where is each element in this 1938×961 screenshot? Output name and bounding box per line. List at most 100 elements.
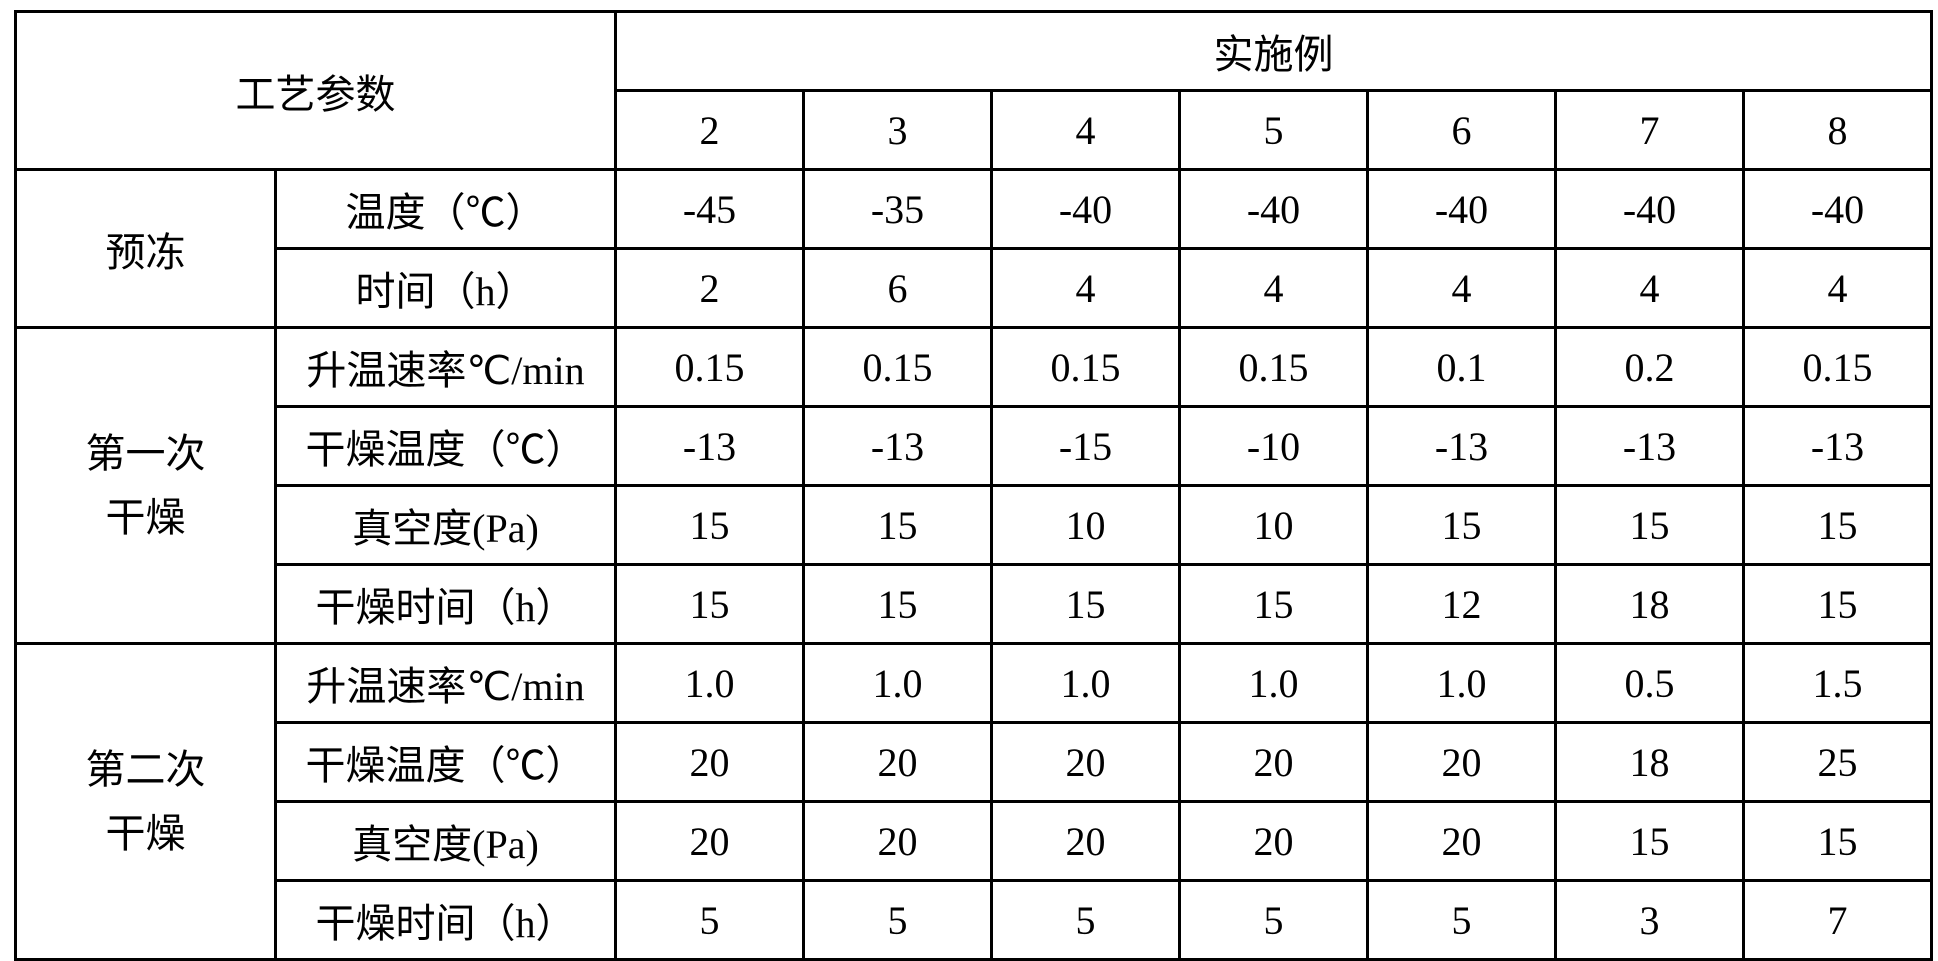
cell: -40 xyxy=(992,170,1180,249)
cell: 20 xyxy=(804,723,992,802)
cell: -45 xyxy=(616,170,804,249)
col-example-4: 4 xyxy=(992,91,1180,170)
cell: 0.15 xyxy=(1180,328,1368,407)
cell: 7 xyxy=(1744,881,1932,960)
param-label: 真空度(Pa) xyxy=(276,486,616,565)
cell: 15 xyxy=(1368,486,1556,565)
cell: 15 xyxy=(1744,486,1932,565)
param-cn: 真空度 xyxy=(352,822,472,867)
cell: 5 xyxy=(616,881,804,960)
cell: 18 xyxy=(1556,723,1744,802)
param-cn: 升温速率 xyxy=(306,348,466,393)
cell: 0.15 xyxy=(804,328,992,407)
cell: -15 xyxy=(992,407,1180,486)
param-label: 温度（℃） xyxy=(276,170,616,249)
cell: 10 xyxy=(992,486,1180,565)
cell: -10 xyxy=(1180,407,1368,486)
cell: 15 xyxy=(804,565,992,644)
cell: 20 xyxy=(1180,723,1368,802)
cell: 4 xyxy=(992,249,1180,328)
cell: 4 xyxy=(1744,249,1932,328)
cell: 1.0 xyxy=(992,644,1180,723)
cell: 15 xyxy=(616,486,804,565)
group-second-dry: 第二次干燥 xyxy=(16,644,276,960)
cell: 15 xyxy=(992,565,1180,644)
cell: 10 xyxy=(1180,486,1368,565)
param-cn: 升温速率 xyxy=(306,664,466,709)
col-example-8: 8 xyxy=(1744,91,1932,170)
cell: 20 xyxy=(1368,723,1556,802)
param-unit: (Pa) xyxy=(472,506,539,551)
col-example-6: 6 xyxy=(1368,91,1556,170)
col-example-2: 2 xyxy=(616,91,804,170)
cell: 4 xyxy=(1368,249,1556,328)
cell: 0.2 xyxy=(1556,328,1744,407)
cell: -13 xyxy=(1556,407,1744,486)
cell: 18 xyxy=(1556,565,1744,644)
param-unit: （h） xyxy=(476,901,576,946)
cell: 15 xyxy=(1556,486,1744,565)
cell: 1.5 xyxy=(1744,644,1932,723)
cell: -40 xyxy=(1556,170,1744,249)
param-label: 时间（h） xyxy=(276,249,616,328)
cell: 3 xyxy=(1556,881,1744,960)
cell: -40 xyxy=(1368,170,1556,249)
param-unit: (Pa) xyxy=(472,822,539,867)
cell: 0.15 xyxy=(616,328,804,407)
param-unit: （h） xyxy=(476,585,576,630)
table-header-row-1: 工艺参数 实施例 xyxy=(16,12,1932,91)
param-label: 干燥温度（℃） xyxy=(276,407,616,486)
cell: 0.1 xyxy=(1368,328,1556,407)
cell: 20 xyxy=(992,802,1180,881)
cell: -13 xyxy=(1368,407,1556,486)
cell: 1.0 xyxy=(1180,644,1368,723)
cell: 0.5 xyxy=(1556,644,1744,723)
param-cn: 干燥时间 xyxy=(316,901,476,946)
cell: 15 xyxy=(1180,565,1368,644)
param-unit: （℃） xyxy=(466,427,586,472)
table-row: 真空度(Pa) 20 20 20 20 20 15 15 xyxy=(16,802,1932,881)
cell: -35 xyxy=(804,170,992,249)
cell: 0.15 xyxy=(992,328,1180,407)
cell: 20 xyxy=(992,723,1180,802)
param-unit: ℃/min xyxy=(466,664,584,709)
cell: 5 xyxy=(1180,881,1368,960)
table-row: 干燥温度（℃） -13 -13 -15 -10 -13 -13 -13 xyxy=(16,407,1932,486)
cell: 20 xyxy=(804,802,992,881)
param-label: 升温速率℃/min xyxy=(276,644,616,723)
cell: 5 xyxy=(804,881,992,960)
cell: 6 xyxy=(804,249,992,328)
group-first-dry: 第一次干燥 xyxy=(16,328,276,644)
cell: 15 xyxy=(1744,565,1932,644)
col-example-7: 7 xyxy=(1556,91,1744,170)
param-cn: 干燥温度 xyxy=(306,743,466,788)
param-label: 升温速率℃/min xyxy=(276,328,616,407)
param-cn: 时间 xyxy=(356,269,436,314)
cell: -13 xyxy=(616,407,804,486)
cell: 20 xyxy=(616,802,804,881)
cell: 25 xyxy=(1744,723,1932,802)
cell: -13 xyxy=(804,407,992,486)
cell: 20 xyxy=(1368,802,1556,881)
cell: -40 xyxy=(1180,170,1368,249)
param-cn: 温度 xyxy=(346,190,426,235)
param-cn: 真空度 xyxy=(352,506,472,551)
table-row: 预冻 温度（℃） -45 -35 -40 -40 -40 -40 -40 xyxy=(16,170,1932,249)
cell: 1.0 xyxy=(804,644,992,723)
table-row: 干燥时间（h） 5 5 5 5 5 3 7 xyxy=(16,881,1932,960)
header-params: 工艺参数 xyxy=(16,12,616,170)
cell: -13 xyxy=(1744,407,1932,486)
table-row: 干燥温度（℃） 20 20 20 20 20 18 25 xyxy=(16,723,1932,802)
table-row: 第一次干燥 升温速率℃/min 0.15 0.15 0.15 0.15 0.1 … xyxy=(16,328,1932,407)
param-label: 干燥温度（℃） xyxy=(276,723,616,802)
param-cn: 干燥温度 xyxy=(306,427,466,472)
cell: 20 xyxy=(1180,802,1368,881)
header-examples: 实施例 xyxy=(616,12,1932,91)
param-label: 干燥时间（h） xyxy=(276,881,616,960)
process-params-table: 工艺参数 实施例 2 3 4 5 6 7 8 预冻 温度（℃） -45 -35 … xyxy=(14,10,1933,961)
param-unit: （℃） xyxy=(466,743,586,788)
cell: 4 xyxy=(1180,249,1368,328)
table-row: 干燥时间（h） 15 15 15 15 12 18 15 xyxy=(16,565,1932,644)
param-unit: （℃） xyxy=(426,190,546,235)
cell: 15 xyxy=(1556,802,1744,881)
